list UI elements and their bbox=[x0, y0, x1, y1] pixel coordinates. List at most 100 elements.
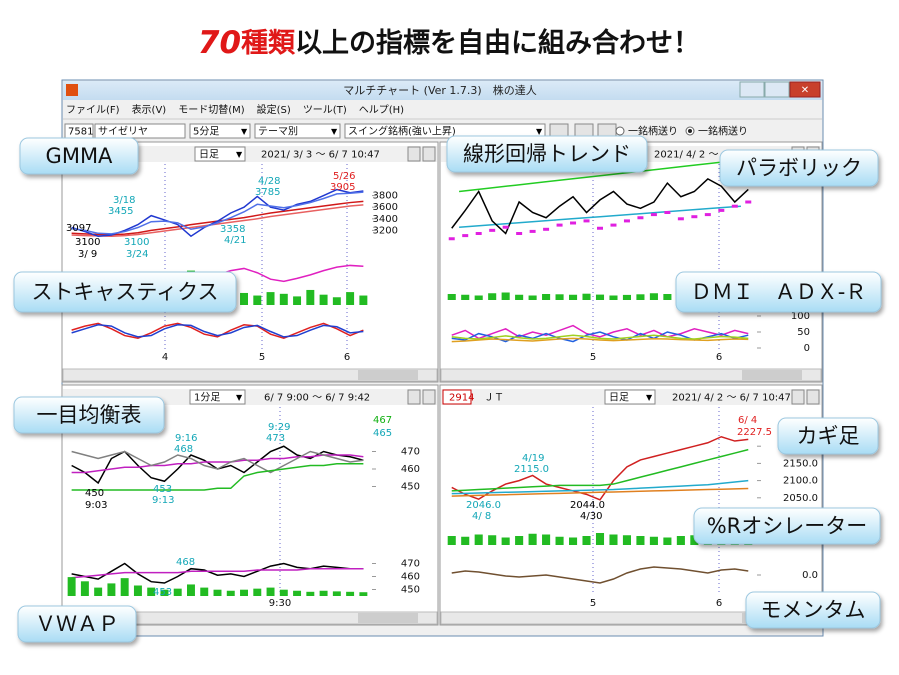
series-bar bbox=[569, 537, 578, 545]
pane-select[interactable] bbox=[189, 389, 246, 405]
price-annotation: 3/ 9 bbox=[78, 249, 97, 260]
pane-header-text: ＪＴ bbox=[484, 393, 504, 404]
scroll-thumb[interactable] bbox=[358, 613, 418, 623]
series-dot bbox=[448, 237, 455, 241]
price-annotation: 6/ 4 bbox=[738, 415, 757, 426]
callout-label: パラボリック bbox=[736, 156, 862, 180]
pane-button[interactable] bbox=[791, 389, 805, 405]
y-tick-label: 0.0 bbox=[802, 570, 818, 581]
menu-item[interactable]: モード切替(M) bbox=[178, 103, 245, 116]
series-bar bbox=[94, 587, 103, 596]
period-select-text: 5分足 bbox=[193, 126, 219, 138]
series-dot bbox=[583, 219, 590, 223]
series-bar bbox=[80, 581, 89, 596]
series-bar bbox=[622, 294, 631, 300]
series-dot bbox=[664, 211, 671, 214]
callout-bubble bbox=[13, 396, 165, 434]
series-bar bbox=[306, 289, 315, 305]
pane-header-text: 1分足 bbox=[194, 392, 220, 404]
series-bar bbox=[515, 536, 524, 545]
pane-button[interactable] bbox=[407, 146, 421, 162]
y-tick-label: 2050.0 bbox=[783, 493, 818, 504]
pane-select[interactable] bbox=[194, 146, 246, 162]
scroll-thumb[interactable] bbox=[358, 370, 418, 380]
maximize-button[interactable] bbox=[764, 81, 790, 98]
price-annotation: 9:13 bbox=[152, 495, 174, 506]
menu-item[interactable]: 設定(S) bbox=[257, 103, 291, 116]
series-bar bbox=[240, 589, 248, 596]
pane-button[interactable] bbox=[407, 389, 421, 405]
radio[interactable] bbox=[615, 126, 625, 136]
pane-button[interactable] bbox=[422, 146, 436, 162]
list-select[interactable] bbox=[344, 123, 546, 139]
series-dot bbox=[610, 223, 617, 227]
menu-item[interactable]: ファイル(F) bbox=[66, 105, 120, 116]
series-dot bbox=[475, 232, 482, 235]
price-annotation: 465 bbox=[373, 428, 392, 439]
price-annotation: 3785 bbox=[255, 187, 280, 198]
series-bar bbox=[293, 590, 302, 596]
series-bar bbox=[690, 535, 699, 545]
callout-bubble bbox=[19, 137, 139, 175]
price-annotation: 3100 bbox=[124, 237, 149, 248]
window-title: マルチチャート (Ver 1.7.3) 株の達人 bbox=[343, 83, 536, 97]
pane-select[interactable] bbox=[604, 389, 656, 405]
series-bar bbox=[319, 590, 328, 596]
series-bar bbox=[346, 591, 355, 596]
scrollbar[interactable] bbox=[62, 368, 438, 382]
radio-label: 一銘柄送り bbox=[628, 125, 678, 138]
series-bar bbox=[501, 537, 510, 545]
series-line bbox=[71, 323, 364, 338]
series-bar bbox=[528, 295, 537, 300]
series-bar bbox=[595, 294, 605, 300]
name-box[interactable] bbox=[94, 123, 186, 139]
chart-pane bbox=[439, 384, 823, 626]
series-bar bbox=[474, 295, 483, 300]
group-select[interactable] bbox=[254, 123, 341, 139]
price-annotation: 9:29 bbox=[268, 422, 290, 433]
close-button[interactable] bbox=[789, 81, 821, 98]
period-select[interactable] bbox=[189, 123, 251, 139]
minimize-button[interactable] bbox=[739, 81, 765, 98]
series-line bbox=[451, 566, 749, 584]
series-dot bbox=[516, 232, 523, 235]
code-box-text: 7581 bbox=[68, 127, 93, 138]
menu-item[interactable]: ツール(T) bbox=[303, 105, 347, 116]
series-bar bbox=[107, 583, 116, 596]
scroll-thumb[interactable] bbox=[742, 370, 802, 380]
series-dot bbox=[556, 223, 563, 227]
series-bar bbox=[488, 535, 497, 545]
pane-button[interactable] bbox=[422, 389, 436, 405]
scrollbar[interactable] bbox=[440, 368, 822, 382]
y-tick-label: 450 bbox=[401, 482, 420, 493]
price-annotation: 4/21 bbox=[224, 235, 246, 246]
series-line bbox=[71, 191, 364, 235]
series-line bbox=[451, 487, 749, 497]
series-bar bbox=[609, 534, 618, 545]
y-tick-label: 2100.0 bbox=[783, 476, 818, 487]
series-dot bbox=[677, 217, 684, 221]
series-bar bbox=[306, 591, 315, 596]
y-tick-label: 2150.0 bbox=[783, 458, 818, 469]
series-bar bbox=[253, 588, 262, 596]
code-box bbox=[442, 389, 472, 405]
x-tick-label: 5 bbox=[590, 598, 596, 609]
series-bar bbox=[461, 294, 470, 300]
x-tick-label: 4 bbox=[162, 352, 168, 363]
series-line bbox=[71, 567, 364, 579]
series-bar bbox=[636, 536, 645, 545]
menu-item[interactable]: ヘルプ(H) bbox=[359, 104, 404, 116]
x-tick-label: 6 bbox=[716, 352, 722, 363]
series-bar bbox=[359, 592, 368, 596]
radio-dot bbox=[688, 129, 692, 133]
x-tick-label: 6 bbox=[344, 352, 350, 363]
series-line bbox=[71, 204, 364, 237]
x-tick-label: 9:30 bbox=[269, 598, 291, 609]
series-bar bbox=[474, 534, 483, 545]
y-tick-label: 470 bbox=[401, 559, 420, 570]
series-bar bbox=[147, 587, 156, 596]
menu-item[interactable]: 表示(V) bbox=[132, 103, 167, 116]
pane-button[interactable] bbox=[806, 389, 820, 405]
price-annotation: 4/19 bbox=[522, 453, 544, 464]
